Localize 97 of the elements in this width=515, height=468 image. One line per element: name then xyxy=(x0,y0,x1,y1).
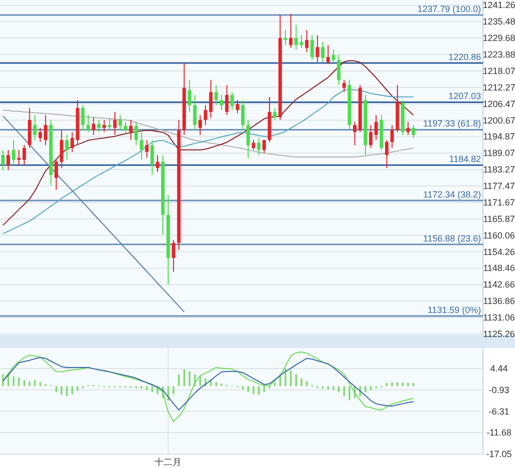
y-tick-label: 1206.47 xyxy=(482,98,515,109)
candlestick xyxy=(92,117,96,136)
candlestick xyxy=(412,124,416,139)
x-tick-label: 十二月 xyxy=(154,457,182,467)
candlestick xyxy=(193,94,197,131)
candlestick xyxy=(54,159,58,190)
line-series xyxy=(2,60,414,226)
candlestick xyxy=(145,140,149,158)
y-tick-label: 4.44 xyxy=(490,364,508,374)
y-tick-label: 1142.66 xyxy=(483,280,515,290)
y-tick-label: 1131.06 xyxy=(483,312,515,323)
candlestick xyxy=(81,104,85,131)
candlestick xyxy=(246,119,250,158)
candlestick xyxy=(385,140,389,169)
candlestick xyxy=(1,149,5,171)
y-tick-label: 1171.67 xyxy=(483,197,515,208)
ref-line-label: 1197.33 (61.8) xyxy=(423,118,481,129)
ref-line-label: 1207.03 xyxy=(448,91,481,102)
candlestick xyxy=(310,34,314,61)
candlestick xyxy=(6,149,10,171)
candlestick xyxy=(60,130,64,169)
candlestick xyxy=(342,79,346,93)
y-tick-label: -0.93 xyxy=(488,384,510,395)
ref-line-label: 1172.34 (38.2) xyxy=(423,190,481,200)
y-tick-label: 1165.87 xyxy=(483,214,515,224)
candlestick xyxy=(225,84,229,116)
ref-line-label: 1237.79 (100.0) xyxy=(417,4,481,14)
candlestick xyxy=(326,44,330,65)
y-tick-label: 1183.27 xyxy=(483,164,515,175)
y-tick-label: -6.31 xyxy=(488,406,510,416)
candlestick xyxy=(102,119,106,133)
line-series xyxy=(2,357,414,411)
candlestick xyxy=(86,114,90,133)
candlestick xyxy=(65,134,69,160)
candlestick xyxy=(33,114,37,141)
candlestick xyxy=(374,114,378,141)
candlestick xyxy=(390,124,394,148)
ref-line-label: 1220.86 xyxy=(448,52,481,62)
y-tick-label: 1194.87 xyxy=(483,132,515,142)
y-tick-label: 1218.07 xyxy=(482,66,515,76)
candlestick xyxy=(22,144,26,166)
candlestick xyxy=(97,119,101,133)
candlestick xyxy=(44,114,48,146)
candlestick xyxy=(113,111,117,136)
candlestick xyxy=(273,107,277,120)
y-tick-label: 1177.47 xyxy=(483,181,515,192)
candlestick xyxy=(150,140,154,176)
y-tick-label: 1148.46 xyxy=(483,263,515,274)
candlestick xyxy=(38,127,42,142)
candlestick xyxy=(257,138,261,156)
candlestick xyxy=(332,49,336,63)
y-tick-label: 1200.67 xyxy=(482,115,515,126)
candlestick xyxy=(140,130,144,160)
candlestick xyxy=(230,92,234,110)
candlestick xyxy=(108,117,112,131)
candlestick xyxy=(70,132,74,152)
y-tick-label: -17.05 xyxy=(486,449,512,460)
candlestick xyxy=(289,13,293,48)
y-tick-label: 1229.68 xyxy=(482,33,515,44)
candlestick xyxy=(316,34,320,63)
candlestick xyxy=(321,41,325,63)
candlestick xyxy=(337,54,341,86)
y-tick-label: 1136.86 xyxy=(483,296,515,306)
line-series xyxy=(2,88,414,234)
ref-line-label: 1131.59 (0%) xyxy=(428,305,481,316)
candlestick xyxy=(134,121,138,146)
y-tick-label: 1212.27 xyxy=(482,82,515,92)
y-tick-label: -11.68 xyxy=(486,428,512,438)
candlestick xyxy=(198,114,202,136)
candlestick xyxy=(262,140,266,154)
line-series xyxy=(2,351,414,422)
y-tick-label: 1235.48 xyxy=(482,16,515,27)
candlestick xyxy=(172,240,176,272)
candlestick xyxy=(118,114,122,131)
candlestick xyxy=(17,149,21,166)
candlestick xyxy=(214,84,218,106)
candlestick xyxy=(284,30,288,46)
y-tick-label: 1223.88 xyxy=(482,49,515,60)
line-series xyxy=(2,115,185,313)
y-tick-label: 1160.06 xyxy=(483,230,515,240)
ref-line-label: 1184.82 xyxy=(449,154,481,164)
candlestick xyxy=(188,79,192,112)
ref-line-label: 1156.88 (23.6) xyxy=(423,233,481,244)
candlestick xyxy=(353,121,357,146)
candlestick xyxy=(369,124,373,148)
candlestick xyxy=(12,140,16,166)
candlestick xyxy=(406,121,410,136)
candlestick xyxy=(241,100,245,131)
y-tick-label: 1154.26 xyxy=(483,246,515,257)
candlestick xyxy=(305,30,309,53)
candlestick xyxy=(156,154,160,173)
candlestick xyxy=(124,121,128,136)
candlestick xyxy=(129,119,133,141)
y-tick-label: 1189.07 xyxy=(483,148,515,158)
y-tick-label: 1241.26 xyxy=(482,0,515,10)
candlestick xyxy=(209,79,213,118)
y-tick-label: 1125.26 xyxy=(483,328,515,339)
